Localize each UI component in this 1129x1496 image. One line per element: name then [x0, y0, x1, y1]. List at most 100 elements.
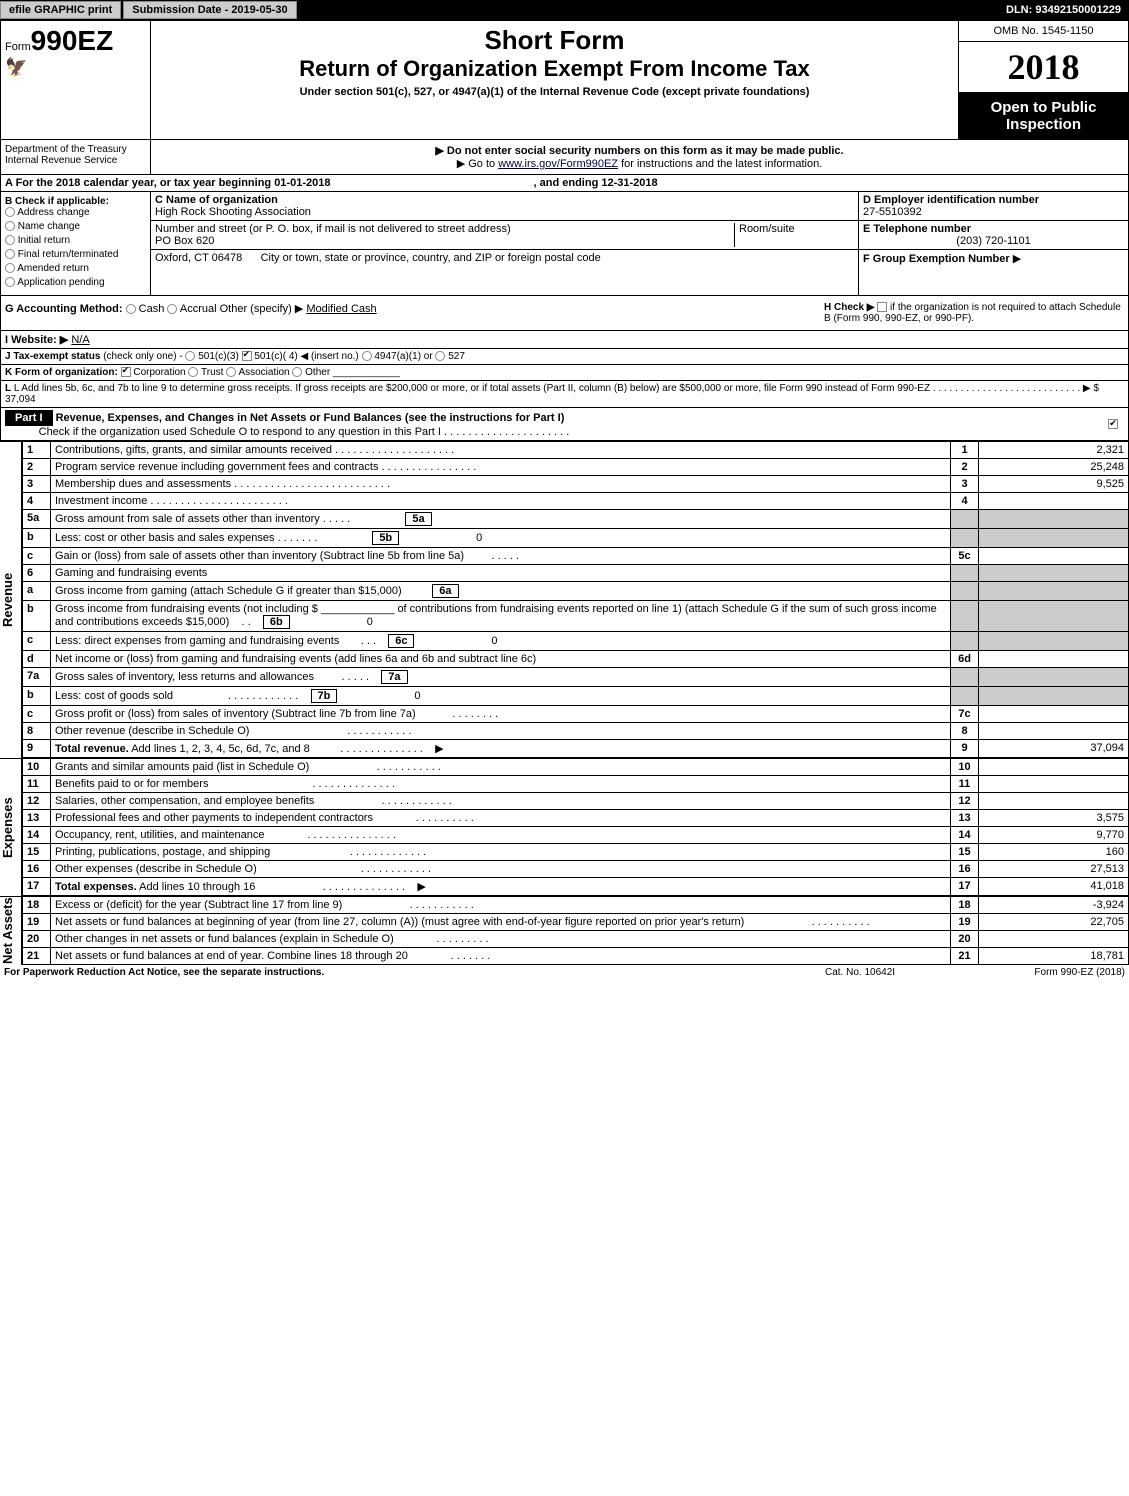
j-4947-radio[interactable] [362, 351, 372, 361]
row-a-label: A For the 2018 calendar year, or tax yea… [5, 177, 330, 189]
j-527-radio[interactable] [435, 351, 445, 361]
j-opt0: 501(c)(3) [198, 351, 239, 362]
part1-title: Revenue, Expenses, and Changes in Net As… [56, 412, 565, 424]
g-accounting: G Accounting Method: Cash Accrual Other … [5, 302, 824, 324]
footer-catno: Cat. No. 10642I [825, 967, 975, 978]
f-group-exemption: F Group Exemption Number ▶ [859, 250, 1128, 267]
e-phone: E Telephone number (203) 720-1101 [859, 221, 1128, 250]
line-2: 2Program service revenue including gover… [23, 459, 1129, 476]
netassets-side-label: Net Assets [0, 896, 22, 965]
city-label: City or town, state or province, country… [261, 252, 601, 264]
form-prefix: Form [5, 41, 31, 53]
footer-formno: Form 990-EZ (2018) [975, 967, 1125, 978]
submission-date: Submission Date - 2019-05-30 [123, 1, 296, 19]
section-b: B Check if applicable: Address change Na… [1, 192, 151, 295]
line-21: 21Net assets or fund balances at end of … [23, 948, 1129, 965]
k-assoc: Association [238, 367, 289, 378]
line-7c: cGross profit or (loss) from sales of in… [23, 706, 1129, 723]
netassets-section: Net Assets 18Excess or (deficit) for the… [0, 896, 1129, 965]
row-a-ending: , and ending 12-31-2018 [534, 177, 658, 189]
part1-check-text: Check if the organization used Schedule … [39, 426, 441, 438]
row-l: L L Add lines 5b, 6c, and 7b to line 9 t… [0, 381, 1129, 408]
k-corp-check[interactable] [121, 367, 131, 377]
cb-application-pending-label: Application pending [17, 277, 104, 288]
cb-amended-return[interactable]: Amended return [5, 263, 146, 274]
d-ein: D Employer identification number 27-5510… [859, 192, 1128, 221]
row-j: J Tax-exempt status (check only one) - 5… [0, 349, 1129, 365]
irs-eagle-icon: 🦅 [5, 57, 27, 77]
part1-checkbox[interactable] [1108, 419, 1118, 429]
line-6d: dNet income or (loss) from gaming and fu… [23, 651, 1129, 668]
dept-row: Department of the Treasury Internal Reve… [0, 140, 1129, 175]
title-block: Short Form Return of Organization Exempt… [151, 21, 958, 139]
j-opt2: 4947(a)(1) or [374, 351, 432, 362]
revenue-side-label: Revenue [0, 441, 22, 758]
k-trust-radio[interactable] [188, 367, 198, 377]
line-11: 11Benefits paid to or for members . . . … [23, 776, 1129, 793]
g-accrual-radio[interactable] [167, 304, 177, 314]
section-c: C Name of organization High Rock Shootin… [151, 192, 858, 295]
h-check: H Check ▶ if the organization is not req… [824, 302, 1124, 324]
tax-year: 2018 [959, 42, 1128, 93]
goto-pre: Go to [468, 158, 498, 170]
k-label: K Form of organization: [5, 367, 118, 378]
cb-name-change-label: Name change [18, 221, 80, 232]
line-17: 17Total expenses. Add lines 10 through 1… [23, 878, 1129, 896]
line-7a: 7aGross sales of inventory, less returns… [23, 668, 1129, 687]
j-501c4-check[interactable] [242, 351, 252, 361]
k-corp: Corporation [133, 367, 185, 378]
line-3: 3Membership dues and assessments . . . .… [23, 476, 1129, 493]
cb-application-pending[interactable]: Application pending [5, 277, 146, 288]
line-9: 9Total revenue. Add lines 1, 2, 3, 4, 5c… [23, 740, 1129, 758]
room-suite: Room/suite [734, 223, 854, 247]
footer-paperwork: For Paperwork Reduction Act Notice, see … [4, 967, 825, 978]
g-other: Other (specify) ▶ [220, 303, 304, 315]
line-6: 6Gaming and fundraising events [23, 565, 1129, 582]
section-def: D Employer identification number 27-5510… [858, 192, 1128, 295]
part1-header: Part I Revenue, Expenses, and Changes in… [0, 408, 1129, 441]
c-label: C Name of organization [155, 194, 278, 206]
form-number: 990EZ [31, 25, 114, 56]
org-address-block: Number and street (or P. O. box, if mail… [151, 221, 858, 250]
j-501c3-radio[interactable] [185, 351, 195, 361]
line-8: 8Other revenue (describe in Schedule O) … [23, 723, 1129, 740]
d-label: D Employer identification number [863, 194, 1039, 206]
cb-amended-return-label: Amended return [17, 263, 89, 274]
cb-name-change[interactable]: Name change [5, 221, 146, 232]
e-label: E Telephone number [863, 223, 971, 235]
netassets-table: 18Excess or (deficit) for the year (Subt… [22, 896, 1129, 965]
efile-print-button[interactable]: efile GRAPHIC print [0, 1, 121, 19]
org-city-block: Oxford, CT 06478 City or town, state or … [151, 250, 858, 266]
cb-final-return[interactable]: Final return/terminated [5, 249, 146, 260]
i-label: I Website: ▶ [5, 334, 68, 346]
street: PO Box 620 [155, 235, 214, 247]
k-assoc-radio[interactable] [226, 367, 236, 377]
f-arrow: ▶ [1013, 253, 1021, 265]
cb-final-return-label: Final return/terminated [18, 249, 119, 260]
open-to-public: Open to Public Inspection [959, 93, 1128, 139]
line-20: 20Other changes in net assets or fund ba… [23, 931, 1129, 948]
k-other-radio[interactable] [292, 367, 302, 377]
j-opt1: 501(c)( 4) ◀ (insert no.) [254, 351, 358, 362]
instructions: Do not enter social security numbers on … [151, 140, 1128, 174]
goto-link[interactable]: www.irs.gov/Form990EZ [498, 158, 618, 170]
form-header: Form990EZ 🦅 Short Form Return of Organiz… [0, 20, 1129, 140]
line-7b: bLess: cost of goods sold . . . . . . . … [23, 687, 1129, 706]
l-label: L Add lines 5b, 6c, and 7b to line 9 to … [14, 383, 930, 394]
l-arrow: ▶ [1083, 383, 1091, 394]
g-cash-radio[interactable] [126, 304, 136, 314]
irs-label: Internal Revenue Service [5, 155, 117, 166]
line-12: 12Salaries, other compensation, and empl… [23, 793, 1129, 810]
k-other: Other [305, 367, 330, 378]
donot-enter: Do not enter social security numbers on … [155, 144, 1124, 157]
cb-initial-return[interactable]: Initial return [5, 235, 146, 246]
line-6b: bGross income from fundraising events (n… [23, 601, 1129, 632]
line-1: 1Contributions, gifts, grants, and simil… [23, 442, 1129, 459]
h-label: H Check ▶ [824, 302, 874, 313]
cb-address-change[interactable]: Address change [5, 207, 146, 218]
expenses-table: 10Grants and similar amounts paid (list … [22, 758, 1129, 896]
h-checkbox[interactable] [877, 302, 887, 312]
line-19: 19Net assets or fund balances at beginni… [23, 914, 1129, 931]
b-label: B Check if applicable: [5, 196, 146, 207]
line-5a: 5aGross amount from sale of assets other… [23, 510, 1129, 529]
